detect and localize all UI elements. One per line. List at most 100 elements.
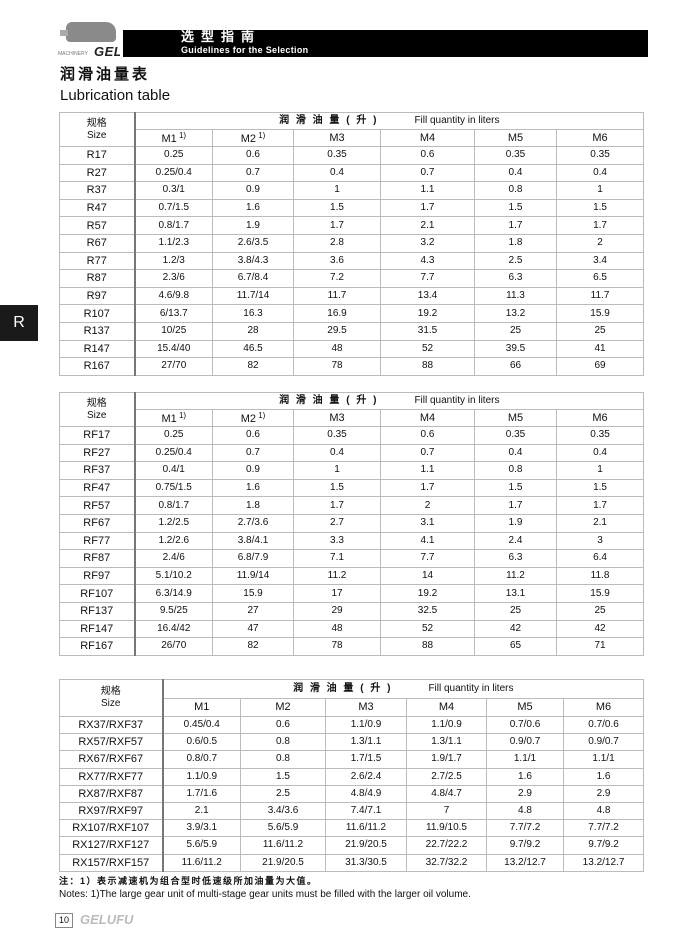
cell-value: 82 xyxy=(212,637,294,656)
fill-header-en: Fill quantity in liters xyxy=(414,115,500,126)
cell-value: 1.7/1.6 xyxy=(162,784,241,803)
cell-value: 39.5 xyxy=(474,339,557,359)
cell-value: 1.1/0.9 xyxy=(162,767,241,786)
cell-value: 41 xyxy=(555,339,645,359)
cell-value: 52 xyxy=(380,339,475,359)
cell-value: 0.35 xyxy=(474,426,557,445)
cell-value: 4.8/4.7 xyxy=(406,784,487,803)
cell-value: 1.1/1 xyxy=(562,750,645,769)
cell-value: 7.4/7.1 xyxy=(325,801,407,821)
cell-value: 88 xyxy=(380,637,475,656)
cell-value: 29 xyxy=(293,601,381,621)
footnote-mark: 1) xyxy=(255,410,266,420)
page-title-zh: 润滑油量表 xyxy=(60,66,151,83)
cell-value: 0.8/0.7 xyxy=(162,750,241,769)
cell-size: R37 xyxy=(59,181,136,200)
cell-value: 3.9/3.1 xyxy=(162,819,241,838)
cell-value: 1.1/0.9 xyxy=(325,715,407,735)
size-header: 规格 Size xyxy=(59,392,136,427)
column-header-m4: M4 xyxy=(380,409,475,427)
table-row: R67 1.1/2.3 2.6/3.5 2.8 3.2 1.8 2 xyxy=(59,233,645,253)
table-row: RX157/RXF157 11.6/11.2 21.9/20.5 31.3/30.5 3… xyxy=(59,853,645,872)
cell-value: 19.2 xyxy=(380,584,475,603)
cell-value: 3.3 xyxy=(293,531,381,551)
cell-size: RF57 xyxy=(59,496,136,515)
cell-value: 3.8/4.1 xyxy=(212,531,294,551)
footnote-mark: 1) xyxy=(176,130,187,140)
cell-value: 7.7/7.2 xyxy=(486,819,564,838)
size-header-zh: 规格 xyxy=(100,686,121,697)
cell-value: 2.9 xyxy=(486,784,564,803)
cell-value: 0.8/1.7 xyxy=(134,496,213,515)
header-row: 规格 Size 润 滑 油 量 ( 升 ) Fill quantity in lite… xyxy=(59,112,645,147)
cell-value: 1.7/1.5 xyxy=(325,750,407,769)
cell-value: 0.6 xyxy=(240,715,326,735)
header-row: 规格 Size 润 滑 油 量 ( 升 ) Fill quantity in lite… xyxy=(59,679,645,717)
cell-value: 6/13.7 xyxy=(134,304,213,323)
cell-value: 1.5 xyxy=(474,198,557,218)
table-row: RF17 0.25 0.6 0.35 0.6 0.35 0.35 xyxy=(59,426,645,445)
cell-value: 0.6 xyxy=(380,146,475,165)
fill-header-zh: 润 滑 油 量 ( 升 ) xyxy=(293,682,393,694)
cell-value: 7.1 xyxy=(293,549,381,568)
cell-size: RF17 xyxy=(59,426,136,445)
cell-value: 0.8 xyxy=(474,181,557,200)
table-row: RF67 1.2/2.5 2.7/3.6 2.7 3.1 1.9 2.1 xyxy=(59,513,645,533)
header-row: 规格 Size 润 滑 油 量 ( 升 ) Fill quantity in lite… xyxy=(59,392,645,427)
table-row: RX107/RXF107 3.9/3.1 5.6/5.9 11.6/11.2 11.9/… xyxy=(59,819,645,838)
table-row: RF107 6.3/14.9 15.9 17 19.2 13.1 15.9 xyxy=(59,584,645,603)
cell-value: 6.8/7.9 xyxy=(212,549,294,568)
fill-quantity-header: 润 滑 油 量 ( 升 ) Fill quantity in liters xyxy=(133,392,645,410)
cell-value: 9.5/25 xyxy=(134,601,213,621)
cell-size: R67 xyxy=(59,233,136,253)
page-title-en: Lubrication table xyxy=(60,87,171,104)
cell-value: 32.5 xyxy=(380,601,475,621)
note-zh: 注：1）表示减速机为组合型时低速级所加油量为大值。 xyxy=(59,876,318,886)
cell-value: 19.2 xyxy=(380,304,475,323)
cell-size: R97 xyxy=(59,286,136,306)
cell-value: 31.3/30.5 xyxy=(325,853,407,872)
cell-size: RF27 xyxy=(59,443,136,463)
cell-value: 10/25 xyxy=(134,321,213,341)
cell-value: 0.7/0.6 xyxy=(486,715,564,735)
cell-size: R107 xyxy=(59,304,136,323)
cell-value: 27/70 xyxy=(134,357,213,376)
table-row: RF47 0.75/1.5 1.6 1.5 1.7 1.5 1.5 xyxy=(59,478,645,498)
cell-value: 13.4 xyxy=(380,286,475,306)
table-row: R77 1.2/3 3.8/4.3 3.6 4.3 2.5 3.4 xyxy=(59,251,645,271)
cell-value: 0.25 xyxy=(134,146,213,165)
cell-value: 1.1/0.9 xyxy=(406,715,487,735)
cell-value: 0.7 xyxy=(380,443,475,463)
fill-header-zh: 润 滑 油 量 ( 升 ) xyxy=(279,395,379,406)
lubrication-table: 规格 Size 润 滑 油 量 ( 升 ) Fill quantity in lite… xyxy=(59,392,645,656)
cell-value: 0.9 xyxy=(212,461,294,480)
cell-value: 1.9 xyxy=(212,216,294,235)
cell-value: 2.7 xyxy=(293,513,381,533)
table-row: R147 15.4/40 46.5 48 52 39.5 41 xyxy=(59,339,645,359)
cell-value: 1.3/1.1 xyxy=(406,733,487,752)
cell-value: 27 xyxy=(212,601,294,621)
cell-value: 4.6/9.8 xyxy=(134,286,213,306)
cell-value: 1.5 xyxy=(555,478,645,498)
cell-value: 5.6/5.9 xyxy=(240,819,326,838)
cell-size: R167 xyxy=(59,357,136,376)
cell-value: 0.4 xyxy=(474,443,557,463)
cell-value: 0.8 xyxy=(240,750,326,769)
cell-value: 1.6 xyxy=(212,478,294,498)
cell-value: 2.6/2.4 xyxy=(325,767,407,786)
cell-value: 5.1/10.2 xyxy=(134,566,213,586)
cell-value: 0.4/1 xyxy=(134,461,213,480)
cell-value: 16.4/42 xyxy=(134,619,213,639)
column-header-m2: M2 1) xyxy=(212,409,294,427)
cell-value: 5.6/5.9 xyxy=(162,836,241,855)
size-header-zh: 规格 xyxy=(86,117,107,129)
cell-value: 65 xyxy=(474,637,557,656)
cell-value: 78 xyxy=(293,357,381,376)
cell-value: 48 xyxy=(293,339,381,359)
cell-value: 4.3 xyxy=(380,251,475,271)
column-header-m6: M6 xyxy=(555,409,645,427)
header-title-en: Guidelines for the Selection xyxy=(181,45,309,55)
cell-value: 3.6 xyxy=(293,251,381,271)
size-header: 规格 Size xyxy=(59,112,136,147)
cell-value: 1 xyxy=(555,181,645,200)
